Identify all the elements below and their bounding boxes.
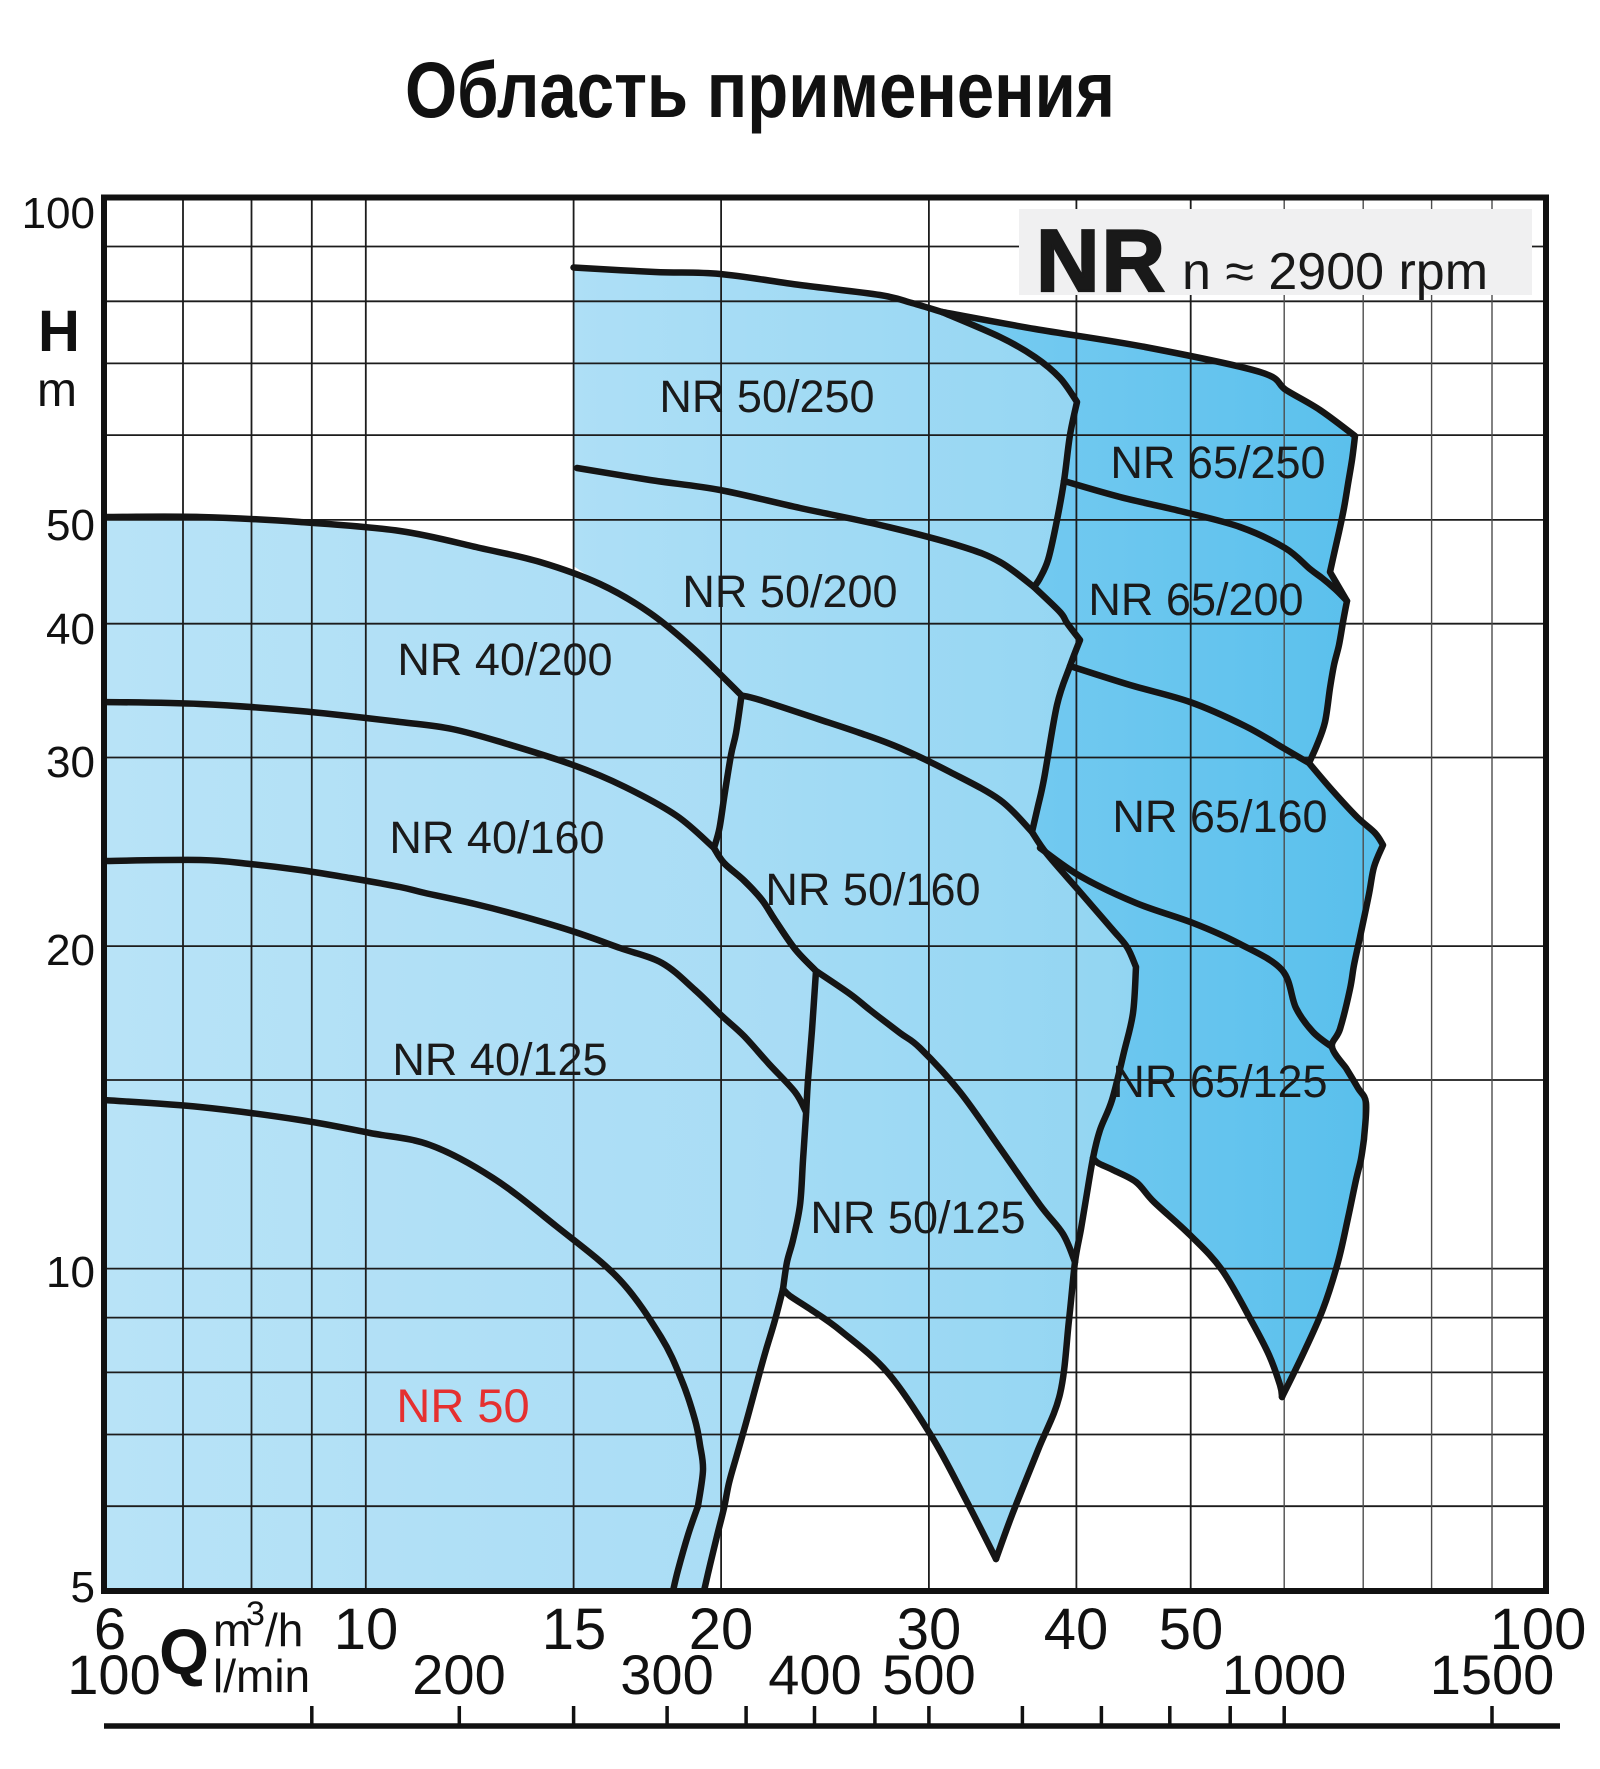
svg-text:100: 100 [1490,1597,1587,1662]
svg-text:NR 65/125: NR 65/125 [1112,1056,1327,1107]
svg-text:n ≈ 2900 rpm: n ≈ 2900 rpm [1182,243,1488,301]
svg-text:400: 400 [768,1643,861,1706]
svg-text:50: 50 [1159,1597,1224,1662]
svg-text:10: 10 [46,1248,95,1297]
svg-text:NR 50/160: NR 50/160 [765,864,980,915]
svg-text:50: 50 [46,501,95,550]
svg-text:20: 20 [689,1597,754,1662]
svg-text:30: 30 [46,738,95,787]
svg-text:NR 40/200: NR 40/200 [397,634,612,685]
svg-text:l/min: l/min [213,1650,310,1702]
svg-text:NR 65/250: NR 65/250 [1110,437,1325,488]
svg-text:NR 50: NR 50 [396,1379,529,1432]
svg-text:100: 100 [22,189,95,238]
svg-text:Q: Q [159,1616,209,1688]
svg-text:6: 6 [94,1597,126,1662]
svg-text:10: 10 [334,1597,399,1662]
svg-text:NR 50/250: NR 50/250 [659,371,874,422]
svg-text:NR 65/200: NR 65/200 [1088,574,1303,625]
svg-text:Область применения: Область применения [405,45,1115,134]
svg-text:H: H [38,299,80,364]
svg-text:NR 50/200: NR 50/200 [682,566,897,617]
svg-text:100: 100 [67,1643,160,1706]
svg-text:NR 40/125: NR 40/125 [392,1034,607,1085]
svg-text:m: m [213,1604,251,1656]
svg-text:NR 50/125: NR 50/125 [810,1192,1025,1243]
svg-text:500: 500 [882,1643,975,1706]
svg-text:40: 40 [1044,1597,1109,1662]
svg-text:NR 40/160: NR 40/160 [389,812,604,863]
svg-text:/h: /h [265,1604,303,1656]
svg-text:NR: NR [1036,211,1167,310]
svg-text:15: 15 [542,1597,607,1662]
svg-text:m: m [37,364,77,417]
svg-text:20: 20 [46,926,95,975]
svg-text:1500: 1500 [1430,1643,1555,1706]
svg-text:30: 30 [897,1597,962,1662]
svg-text:40: 40 [46,605,95,654]
svg-text:3: 3 [246,1595,265,1633]
svg-text:5: 5 [71,1563,95,1612]
svg-text:NR 65/160: NR 65/160 [1112,791,1327,842]
svg-text:300: 300 [620,1643,713,1706]
svg-text:1000: 1000 [1222,1643,1347,1706]
svg-text:200: 200 [412,1643,505,1706]
